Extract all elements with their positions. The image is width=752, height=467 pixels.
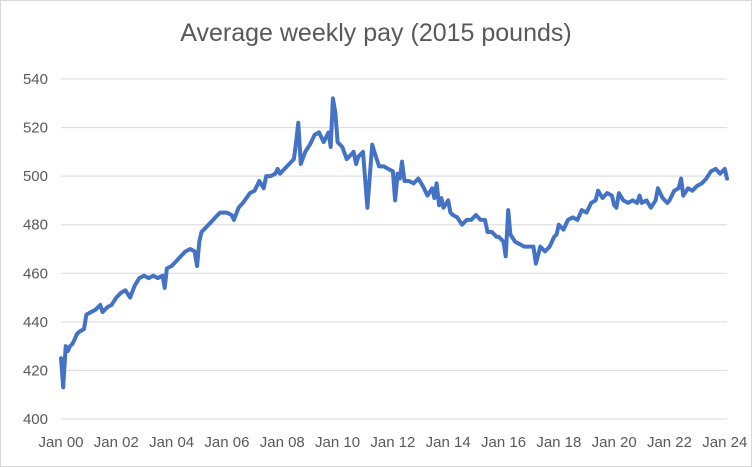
chart-title: Average weekly pay (2015 pounds) <box>180 19 572 47</box>
y-axis-tick-labels: 400 420 440 460 480 500 520 540 <box>23 71 48 428</box>
x-tick-label: Jan 12 <box>370 434 415 451</box>
x-axis-tick-labels: Jan 00 Jan 02 Jan 04 Jan 06 Jan 08 Jan 10 Jan … <box>38 434 747 451</box>
x-tick-label: Jan 22 <box>647 434 692 451</box>
x-tick-label: Jan 08 <box>260 434 305 451</box>
x-tick-label: Jan 02 <box>94 434 139 451</box>
x-tick-label: Jan 10 <box>315 434 360 451</box>
x-tick-label: Jan 06 <box>204 434 249 451</box>
y-tick-label: 460 <box>23 265 48 282</box>
y-tick-label: 420 <box>23 362 48 379</box>
x-tick-label: Jan 04 <box>149 434 194 451</box>
y-tick-label: 480 <box>23 217 48 234</box>
x-tick-label: Jan 24 <box>702 434 747 451</box>
x-tick-label: Jan 00 <box>38 434 83 451</box>
y-tick-label: 500 <box>23 168 48 185</box>
y-tick-label: 400 <box>23 411 48 428</box>
x-tick-label: Jan 20 <box>592 434 637 451</box>
x-tick-label: Jan 18 <box>536 434 581 451</box>
gridlines <box>61 78 727 420</box>
x-tick-label: Jan 16 <box>481 434 526 451</box>
y-tick-label: 440 <box>23 314 48 331</box>
y-tick-label: 540 <box>23 71 48 88</box>
series-line-0 <box>59 96 729 390</box>
series-layer <box>59 96 729 390</box>
y-tick-label: 520 <box>23 120 48 137</box>
x-tick-label: Jan 14 <box>426 434 471 451</box>
